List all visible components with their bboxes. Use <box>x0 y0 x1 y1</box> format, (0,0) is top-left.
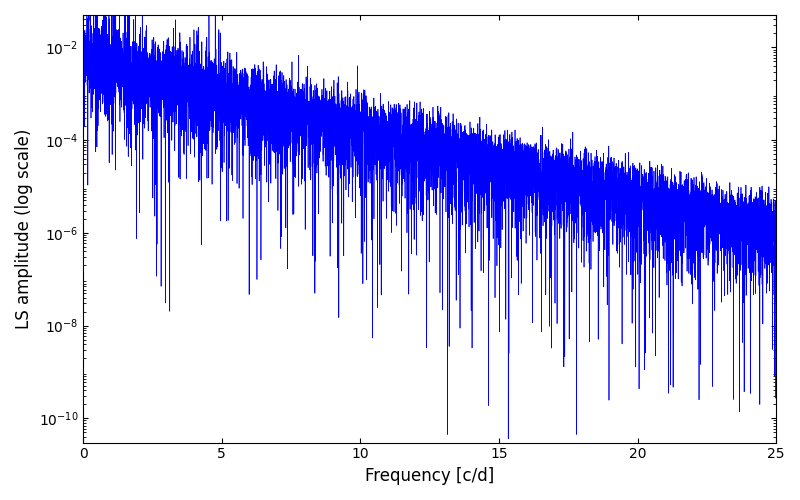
X-axis label: Frequency [c/d]: Frequency [c/d] <box>365 467 494 485</box>
Y-axis label: LS amplitude (log scale): LS amplitude (log scale) <box>15 128 33 329</box>
